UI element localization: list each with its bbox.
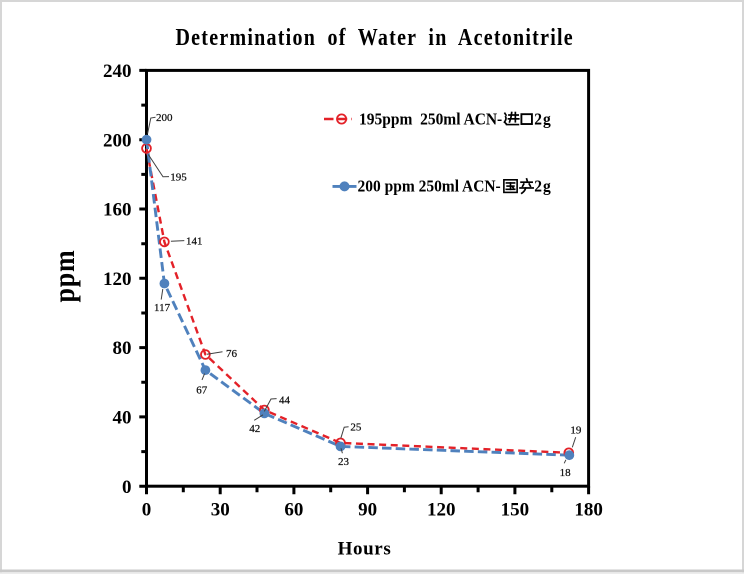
svg-text:195ppm 250ml ACN-: 195ppm 250ml ACN- [359, 109, 502, 129]
svg-text:25: 25 [350, 421, 362, 433]
svg-text:160: 160 [103, 200, 132, 221]
svg-text:ppm: ppm [47, 250, 80, 303]
svg-text:80: 80 [113, 338, 132, 359]
svg-text:195: 195 [170, 172, 187, 184]
svg-text:200: 200 [103, 130, 132, 151]
svg-text:44: 44 [279, 394, 291, 406]
svg-text:19: 19 [570, 424, 582, 436]
svg-text:42: 42 [249, 423, 260, 435]
svg-text:Determination of Water in Acet: Determination of Water in Acetonitrile [175, 23, 573, 50]
svg-text:Hours: Hours [338, 539, 392, 560]
svg-text:240: 240 [103, 61, 132, 82]
svg-text:150: 150 [501, 500, 530, 521]
svg-text:200 ppm 250ml ACN-: 200 ppm 250ml ACN- [358, 176, 501, 196]
svg-text:2g: 2g [534, 109, 551, 129]
svg-text:141: 141 [186, 236, 203, 248]
svg-text:90: 90 [358, 500, 377, 521]
svg-text:60: 60 [284, 500, 303, 521]
svg-text:120: 120 [427, 500, 456, 521]
svg-text:200: 200 [156, 112, 173, 124]
svg-text:67: 67 [196, 385, 208, 397]
svg-text:40: 40 [113, 408, 132, 429]
svg-text:23: 23 [338, 456, 350, 468]
svg-text:2g: 2g [534, 176, 551, 196]
svg-text:180: 180 [574, 500, 603, 521]
svg-text:0: 0 [142, 500, 152, 521]
svg-text:0: 0 [122, 477, 132, 498]
svg-text:120: 120 [103, 269, 132, 290]
svg-text:117: 117 [154, 302, 171, 314]
svg-text:18: 18 [560, 467, 572, 479]
svg-text:76: 76 [226, 348, 238, 360]
svg-text:30: 30 [211, 500, 230, 521]
